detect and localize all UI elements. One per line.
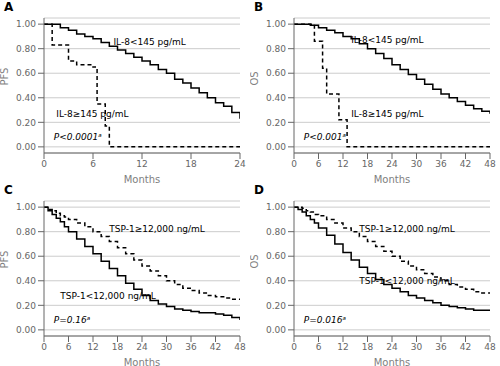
svg-text:Months: Months (124, 174, 161, 183)
svg-text:42: 42 (460, 342, 471, 352)
html-text:P<0.0001ᵃ: P<0.0001ᵃ (53, 132, 102, 143)
html-text:B: B (254, 0, 264, 14)
svg-text:48: 48 (234, 342, 246, 352)
svg-text:0: 0 (41, 159, 47, 169)
svg-text:0.60: 0.60 (266, 251, 286, 261)
svg-text:24: 24 (234, 159, 246, 169)
svg-text:24: 24 (136, 342, 148, 352)
svg-text:36: 36 (185, 342, 197, 352)
svg-text:0: 0 (41, 342, 47, 352)
svg-text:TSP-1≥12,000 ng/mL: TSP-1≥12,000 ng/mL (108, 224, 205, 234)
svg-text:18: 18 (185, 159, 197, 169)
svg-text:24: 24 (386, 159, 398, 169)
svg-text:PFS: PFS (8, 68, 10, 86)
svg-text:0.80: 0.80 (266, 227, 286, 237)
html-text:A: A (4, 0, 14, 14)
svg-text:12: 12 (337, 159, 348, 169)
svg-text:0.40: 0.40 (16, 276, 36, 286)
svg-text:0.00: 0.00 (266, 142, 286, 152)
svg-text:12: 12 (136, 159, 147, 169)
svg-text:0.20: 0.20 (16, 118, 36, 128)
svg-text:30: 30 (411, 159, 423, 169)
svg-text:IL-8<145 pg/mL: IL-8<145 pg/mL (351, 35, 423, 45)
svg-text:IL-8<145 pg/mL: IL-8<145 pg/mL (113, 37, 185, 47)
svg-text:1.00: 1.00 (16, 202, 36, 212)
svg-text:0.60: 0.60 (16, 251, 36, 261)
html-text:D: D (254, 183, 264, 197)
svg-text:0.80: 0.80 (266, 44, 286, 54)
html-text:P=0.16ᵃ: P=0.16ᵃ (53, 315, 91, 326)
svg-text:18: 18 (112, 342, 124, 352)
svg-text:0.00: 0.00 (16, 142, 36, 152)
svg-text:0: 0 (291, 159, 297, 169)
svg-text:0.40: 0.40 (266, 93, 286, 103)
svg-text:36: 36 (435, 342, 447, 352)
svg-text:12: 12 (87, 342, 98, 352)
svg-text:OS: OS (250, 71, 260, 85)
svg-text:IL-8≥145 pg/mL: IL-8≥145 pg/mL (56, 109, 128, 119)
svg-text:IL-8≥145 pg/mL: IL-8≥145 pg/mL (351, 109, 423, 119)
html-text:C: C (4, 183, 13, 197)
svg-text:0.80: 0.80 (16, 44, 36, 54)
svg-text:6: 6 (316, 159, 322, 169)
svg-text:0.20: 0.20 (266, 118, 286, 128)
svg-text:12: 12 (337, 342, 348, 352)
svg-text:0.40: 0.40 (16, 93, 36, 103)
svg-text:42: 42 (210, 342, 221, 352)
svg-text:1.00: 1.00 (266, 19, 286, 29)
svg-text:30: 30 (161, 342, 173, 352)
svg-text:6: 6 (316, 342, 322, 352)
svg-text:18: 18 (362, 159, 374, 169)
svg-text:0.60: 0.60 (16, 68, 36, 78)
svg-text:18: 18 (362, 342, 374, 352)
html-text:P<0.001ᵃ: P<0.001ᵃ (303, 132, 347, 143)
svg-text:1.00: 1.00 (16, 19, 36, 29)
svg-text:6: 6 (66, 342, 72, 352)
svg-text:0.40: 0.40 (266, 276, 286, 286)
svg-text:0: 0 (291, 342, 297, 352)
svg-text:30: 30 (411, 342, 423, 352)
svg-text:0.80: 0.80 (16, 227, 36, 237)
svg-text:48: 48 (484, 342, 492, 352)
svg-text:TSP-1<12,000 ng/mL: TSP-1<12,000 ng/mL (358, 276, 455, 286)
svg-text:0.00: 0.00 (266, 325, 286, 335)
svg-text:TSP-1<12,000 ng/mL: TSP-1<12,000 ng/mL (59, 291, 156, 301)
svg-text:TSP-1≥12,000 ng/mL: TSP-1≥12,000 ng/mL (358, 224, 455, 234)
svg-text:48: 48 (484, 159, 492, 169)
svg-text:0.60: 0.60 (266, 68, 286, 78)
svg-text:0.20: 0.20 (266, 301, 286, 311)
svg-text:36: 36 (435, 159, 447, 169)
svg-text:1.00: 1.00 (266, 202, 286, 212)
svg-text:Months: Months (374, 174, 411, 183)
svg-text:PFS: PFS (8, 251, 10, 269)
svg-text:Months: Months (124, 357, 161, 366)
svg-text:6: 6 (90, 159, 96, 169)
svg-text:0.20: 0.20 (16, 301, 36, 311)
svg-text:42: 42 (460, 159, 471, 169)
svg-text:0.00: 0.00 (16, 325, 36, 335)
html-text:P=0.016ᵃ: P=0.016ᵃ (303, 315, 347, 326)
svg-text:Months: Months (374, 357, 411, 366)
svg-text:OS: OS (250, 254, 260, 268)
svg-text:24: 24 (386, 342, 398, 352)
